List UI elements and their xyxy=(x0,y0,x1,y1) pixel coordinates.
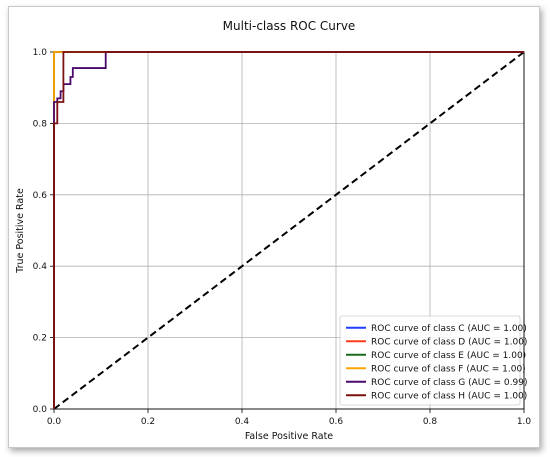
legend-entry-2: ROC curve of class E (AUC = 1.00) xyxy=(371,351,526,361)
x-axis-label: False Positive Rate xyxy=(245,431,333,442)
roc-series-line-5 xyxy=(53,51,524,409)
x-tick-label: 0.0 xyxy=(47,417,62,427)
legend-entry-5: ROC curve of class H (AUC = 1.00) xyxy=(371,391,527,401)
roc-chart: Multi-class ROC Curve 0.0 0.2 0.4 0.6 0.8 1.0… xyxy=(15,19,532,442)
y-axis-label: True Positive Rate xyxy=(15,188,26,274)
x-tick-label: 0.2 xyxy=(141,417,155,427)
legend-entry-4: ROC curve of class G (AUC = 0.99) xyxy=(371,378,528,388)
tick-labels: 0.0 0.2 0.4 0.6 0.8 1.0 0.0 0.2 0.4 0.6 0.8 1.0 xyxy=(33,48,532,427)
legend-entry-0: ROC curve of class C (AUC = 1.00) xyxy=(371,324,527,334)
y-tick-label: 0.6 xyxy=(33,191,48,201)
x-tick-label: 0.8 xyxy=(423,417,438,427)
x-tick-label: 0.4 xyxy=(235,417,250,427)
x-tick-label: 1.0 xyxy=(517,417,532,427)
series-lines xyxy=(53,51,524,409)
legend-entry-1: ROC curve of class D (AUC = 1.00) xyxy=(371,337,527,347)
legend-box xyxy=(339,315,521,406)
legend: ROC curve of class C (AUC = 1.00) ROC cur… xyxy=(339,315,528,406)
chart-frame: Multi-class ROC Curve 0.0 0.2 0.4 0.6 0.8 1.0… xyxy=(8,6,540,448)
y-tick-label: 0.8 xyxy=(33,119,48,129)
y-tick-label: 0.4 xyxy=(33,262,48,272)
y-tick-label: 0.0 xyxy=(33,405,48,415)
y-tick-label: 0.2 xyxy=(33,334,47,344)
y-tick-label: 1.0 xyxy=(33,48,48,58)
legend-entry-3: ROC curve of class F (AUC = 1.00) xyxy=(371,364,526,374)
x-tick-label: 0.6 xyxy=(329,417,344,427)
chart-title: Multi-class ROC Curve xyxy=(223,19,356,33)
